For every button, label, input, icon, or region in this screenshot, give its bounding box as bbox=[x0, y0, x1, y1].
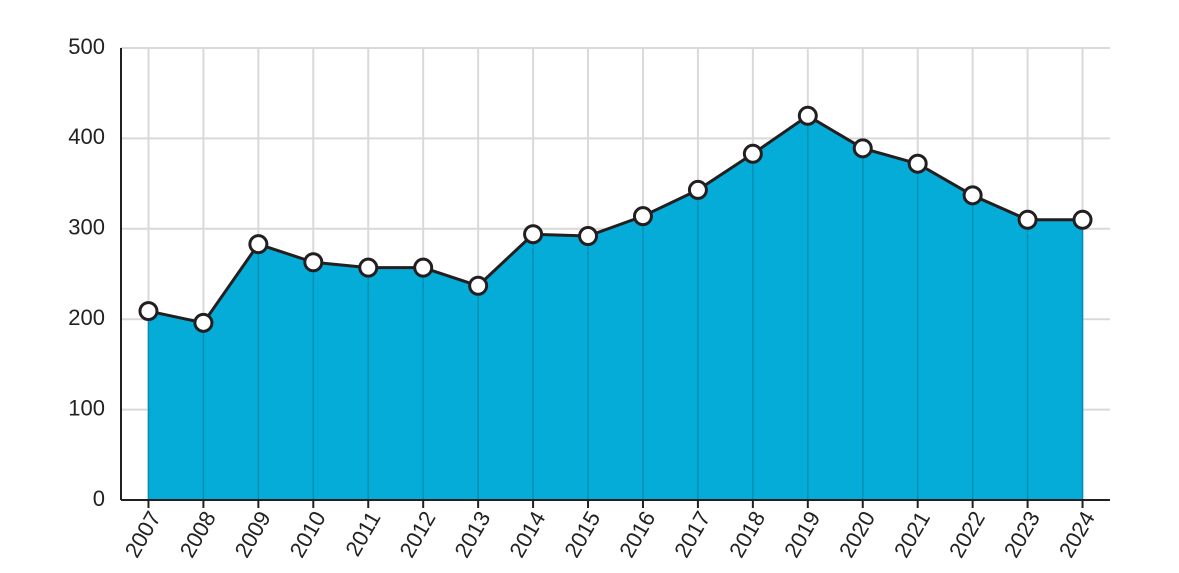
area bbox=[148, 115, 1083, 501]
x-tick-label: 2018 bbox=[724, 507, 770, 562]
x-tick-label: 2007 bbox=[120, 507, 166, 562]
marker bbox=[523, 224, 544, 245]
x-tick-label: 2022 bbox=[944, 507, 990, 562]
marker bbox=[468, 275, 489, 296]
marker bbox=[358, 257, 379, 278]
x-tick-label: 2012 bbox=[394, 507, 440, 562]
x-tick-label: 2013 bbox=[449, 507, 495, 562]
x-tick-label: 2020 bbox=[834, 507, 880, 562]
y-tick-label: 300 bbox=[68, 215, 105, 240]
marker bbox=[193, 312, 214, 333]
marker bbox=[303, 252, 324, 273]
x-tick-label: 2010 bbox=[285, 507, 331, 562]
x-tick-label: 2021 bbox=[889, 507, 935, 562]
x-tick-label: 2009 bbox=[230, 507, 276, 562]
x-tick-label: 2014 bbox=[504, 507, 550, 562]
x-tick-label: 2015 bbox=[559, 507, 605, 562]
x-tick-label: 2016 bbox=[614, 507, 660, 562]
y-tick-label: 200 bbox=[68, 305, 105, 330]
x-tick-label: 2024 bbox=[1054, 507, 1100, 562]
marker bbox=[742, 143, 763, 164]
x-tick-label: 2008 bbox=[175, 507, 221, 562]
marker bbox=[413, 257, 434, 278]
x-tick-label: 2017 bbox=[669, 507, 715, 562]
x-tick-label: 2011 bbox=[340, 507, 385, 560]
marker bbox=[797, 105, 818, 126]
marker bbox=[962, 185, 983, 206]
y-tick-label: 0 bbox=[93, 486, 105, 511]
marker bbox=[852, 138, 873, 159]
marker bbox=[578, 226, 599, 247]
y-tick-label: 400 bbox=[68, 124, 105, 149]
marker bbox=[907, 153, 928, 174]
marker bbox=[1017, 209, 1038, 230]
marker bbox=[248, 234, 269, 255]
marker bbox=[1072, 209, 1093, 230]
y-tick-label: 100 bbox=[68, 395, 105, 420]
x-tick-label: 2023 bbox=[999, 507, 1045, 562]
x-tick-label: 2019 bbox=[779, 507, 825, 562]
y-tick-label: 500 bbox=[68, 34, 105, 59]
marker bbox=[687, 179, 708, 200]
marker bbox=[138, 301, 159, 322]
marker bbox=[632, 206, 653, 227]
